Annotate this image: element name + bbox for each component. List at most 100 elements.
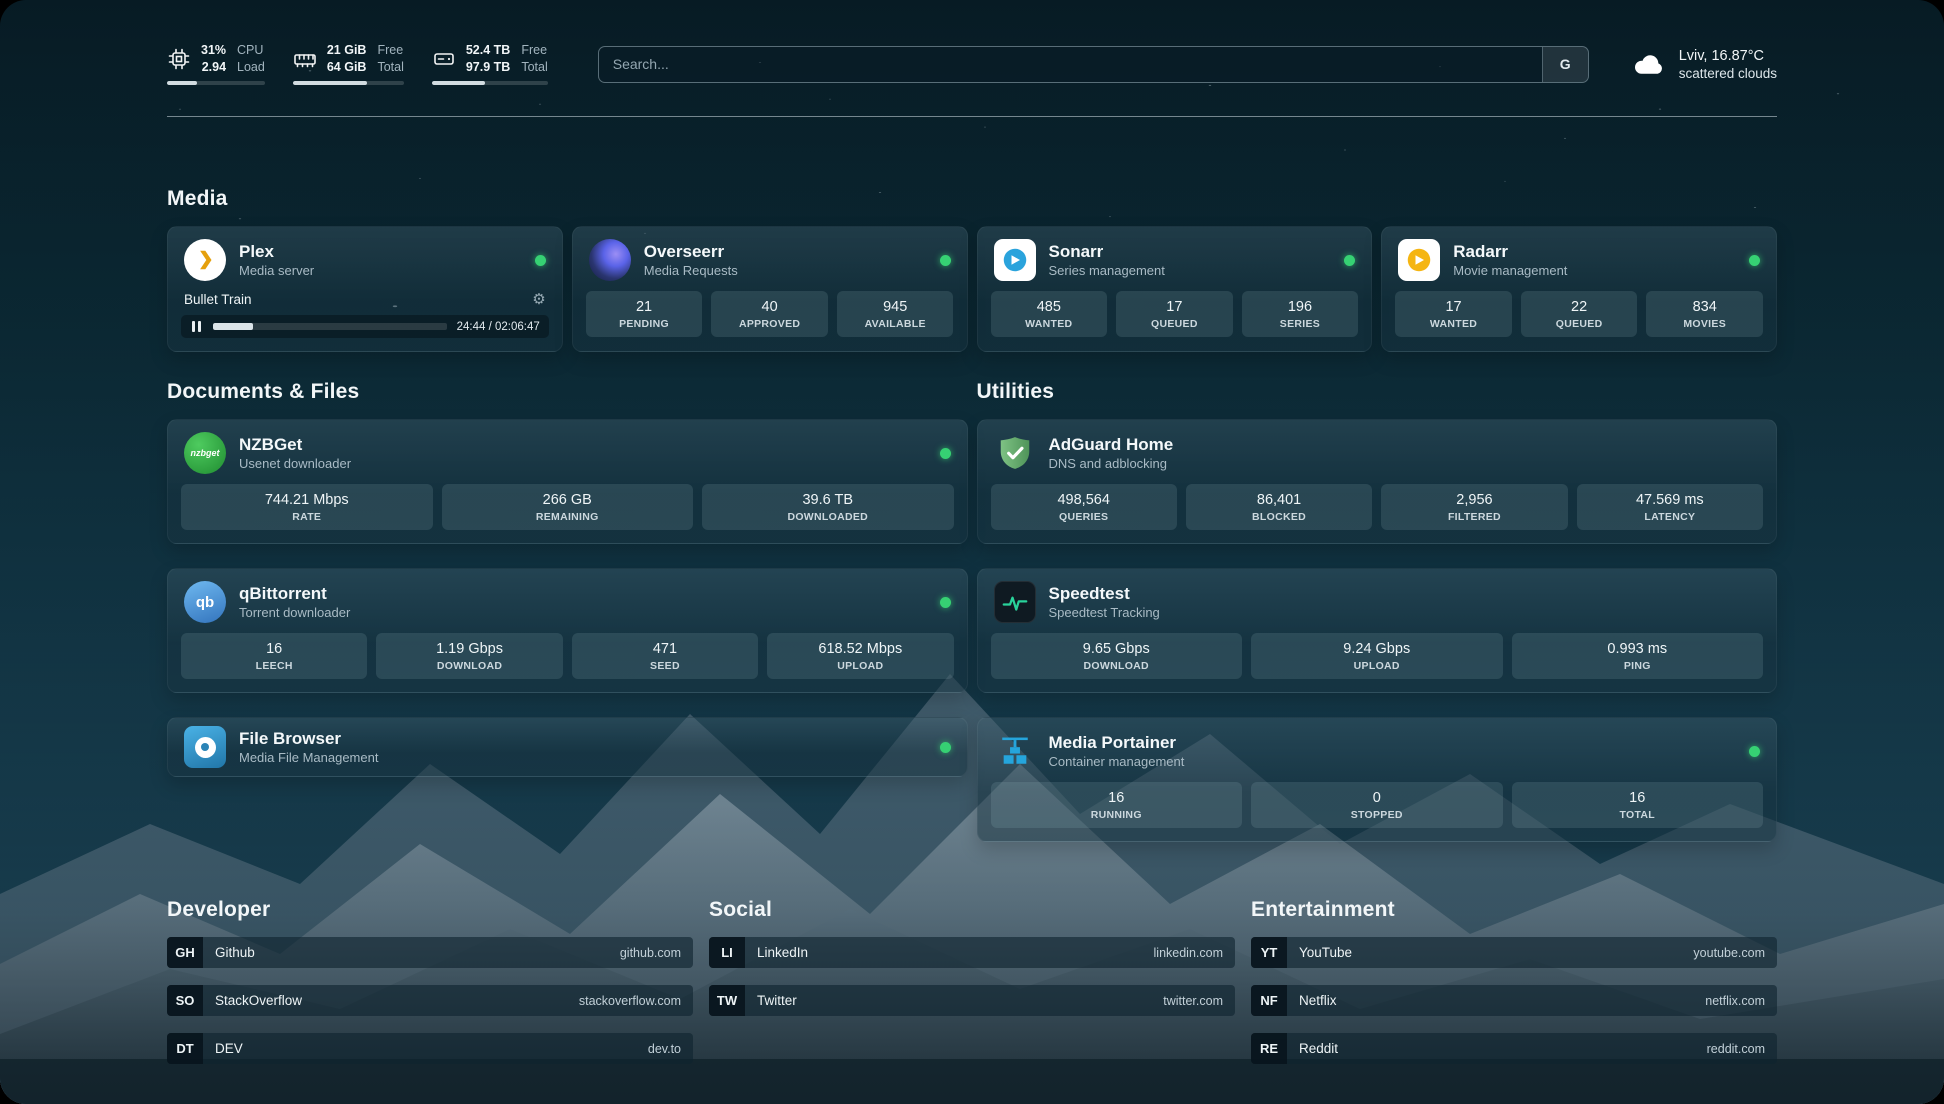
bookmark-name: LinkedIn: [757, 945, 809, 960]
bookmark-url: github.com: [619, 945, 681, 960]
status-dot: [939, 254, 951, 266]
cpu-icon: [168, 48, 190, 70]
section-title-entertainment: Entertainment: [1251, 898, 1395, 921]
app-overseerr[interactable]: Overseerr Media Requests: [573, 227, 967, 291]
nzbget-icon: nzbget: [184, 432, 226, 474]
bookmark-twitter[interactable]: TW Twitter twitter.com: [709, 985, 1235, 1016]
section-media: Media Plex Media server: [167, 187, 1777, 352]
app-subtitle: Speedtest Tracking: [1048, 605, 1160, 621]
stat-tile: 1.19 Gbps DOWNLOAD: [376, 633, 563, 679]
section-utilities: Utilities AdGuard: [976, 380, 1777, 842]
section-social: Social LI LinkedIn linkedin.com TW Twitt…: [709, 898, 1235, 1081]
search-engine-button[interactable]: G: [1541, 46, 1588, 82]
card-plex: Plex Media server Bullet Train ⚙ 24:44 /…: [167, 226, 563, 352]
search-bar: G: [597, 45, 1589, 83]
app-title: Media Portainer: [1048, 732, 1177, 752]
status-dot: [1344, 254, 1356, 266]
disk-progress-bar: [431, 81, 548, 86]
cpu-load-value: 2.94: [201, 59, 227, 74]
bookmark-name: Github: [215, 945, 255, 960]
app-title: Plex: [239, 241, 274, 261]
cpu-usage-value: 31%: [201, 42, 227, 57]
bookmark-name: DEV: [215, 1041, 243, 1056]
cpu-widget: 31% CPU 2.94 Load: [167, 42, 265, 86]
bookmark-abbr: NF: [1251, 985, 1287, 1016]
top-bar: 31% CPU 2.94 Load: [167, 32, 1777, 96]
status-dot: [534, 254, 546, 266]
system-stats: 31% CPU 2.94 Load: [167, 42, 548, 86]
stat-tile: 17 QUEUED: [1116, 291, 1233, 337]
stat-tile: 16 TOTAL: [1511, 782, 1763, 828]
app-radarr[interactable]: Radarr Movie management: [1382, 227, 1776, 291]
app-plex[interactable]: Plex Media server: [168, 227, 562, 291]
app-nzbget[interactable]: nzbget NZBGet Usenet downloader: [168, 420, 967, 484]
app-adguard[interactable]: AdGuard Home DNS and adblocking: [978, 420, 1777, 484]
disk-icon: [434, 53, 454, 65]
pause-button[interactable]: [190, 319, 203, 334]
bookmark-abbr: YT: [1251, 937, 1287, 968]
app-qbittorrent[interactable]: qb qBittorrent Torrent downloader: [168, 569, 967, 633]
stat-tile: 0 STOPPED: [1251, 782, 1503, 828]
stat-tile: 86,401 BLOCKED: [1185, 484, 1373, 530]
adguard-icon: [994, 432, 1036, 474]
now-playing-title: Bullet Train: [184, 292, 252, 307]
bookmark-netflix[interactable]: NF Netflix netflix.com: [1251, 985, 1777, 1016]
seek-bar[interactable]: [213, 323, 447, 330]
bookmark-name: YouTube: [1299, 945, 1353, 960]
stat-tile: 266 GB REMAINING: [441, 484, 693, 530]
app-sonarr[interactable]: Sonarr Series management: [978, 227, 1372, 291]
app-speedtest[interactable]: Speedtest Speedtest Tracking: [978, 569, 1777, 633]
cpu-progress-bar: [167, 81, 265, 86]
section-documents: Documents & Files nzbget NZBGet Usenet d…: [167, 380, 968, 777]
app-filebrowser[interactable]: File Browser Media File Management: [168, 718, 967, 776]
sonarr-icon: [993, 239, 1036, 281]
stat-tile: 834 MOVIES: [1646, 291, 1763, 337]
app-subtitle: Torrent downloader: [239, 605, 351, 621]
gear-icon[interactable]: ⚙: [532, 291, 546, 308]
bookmark-url: dev.to: [647, 1041, 681, 1056]
card-overseerr: Overseerr Media Requests 21 PENDING 40 APP…: [571, 226, 968, 352]
plex-player: 24:44 / 02:06:47: [181, 315, 549, 338]
app-portainer[interactable]: Media Portainer Container management: [978, 718, 1777, 782]
bookmark-abbr: TW: [709, 985, 745, 1016]
status-dot: [939, 596, 951, 608]
bookmark-youtube[interactable]: YT YouTube youtube.com: [1251, 937, 1777, 968]
bookmark-reddit[interactable]: RE Reddit reddit.com: [1251, 1033, 1777, 1064]
radarr-icon: [1398, 239, 1441, 281]
weather-widget[interactable]: Lviv, 16.87°C scattered clouds: [1631, 48, 1777, 81]
portainer-icon: [994, 730, 1036, 772]
section-title-developer: Developer: [167, 898, 271, 921]
bookmark-name: Twitter: [757, 993, 797, 1008]
bookmark-linkedin[interactable]: LI LinkedIn linkedin.com: [709, 937, 1235, 968]
disk-free-value: 52.4 TB: [465, 42, 511, 57]
bookmark-name: Reddit: [1299, 1041, 1339, 1056]
app-title: Overseerr: [643, 241, 725, 261]
stat-tile: 17 WANTED: [1395, 291, 1512, 337]
stat-tile: 22 QUEUED: [1520, 291, 1638, 337]
app-subtitle: Media Requests: [643, 263, 738, 279]
search-input[interactable]: [598, 46, 1542, 82]
app-title: AdGuard Home: [1048, 434, 1174, 454]
bookmark-github[interactable]: GH Github github.com: [167, 937, 693, 968]
app-subtitle: Media File Management: [239, 750, 379, 766]
ram-total-label: Total: [377, 59, 404, 74]
bookmark-url: youtube.com: [1693, 945, 1765, 960]
app-title: File Browser: [239, 728, 342, 748]
bookmark-dev[interactable]: DT DEV dev.to: [167, 1033, 693, 1064]
card-portainer: Media Portainer Container management 16 R…: [976, 717, 1777, 842]
section-title-documents: Documents & Files: [167, 380, 360, 403]
stat-tile: 9.24 Gbps UPLOAD: [1251, 633, 1503, 679]
speedtest-icon: [993, 581, 1036, 623]
bookmark-url: twitter.com: [1163, 993, 1223, 1008]
bookmark-url: stackoverflow.com: [578, 993, 681, 1008]
disk-total-label: Total: [521, 59, 548, 74]
bookmark-name: Netflix: [1299, 993, 1337, 1008]
app-title: qBittorrent: [239, 583, 327, 603]
status-dot: [1749, 745, 1760, 757]
app-subtitle: Usenet downloader: [239, 456, 352, 472]
ram-progress-bar: [292, 81, 404, 86]
ram-icon: [294, 54, 316, 68]
filebrowser-icon: [184, 726, 226, 768]
bookmark-stackoverflow[interactable]: SO StackOverflow stackoverflow.com: [167, 985, 693, 1016]
